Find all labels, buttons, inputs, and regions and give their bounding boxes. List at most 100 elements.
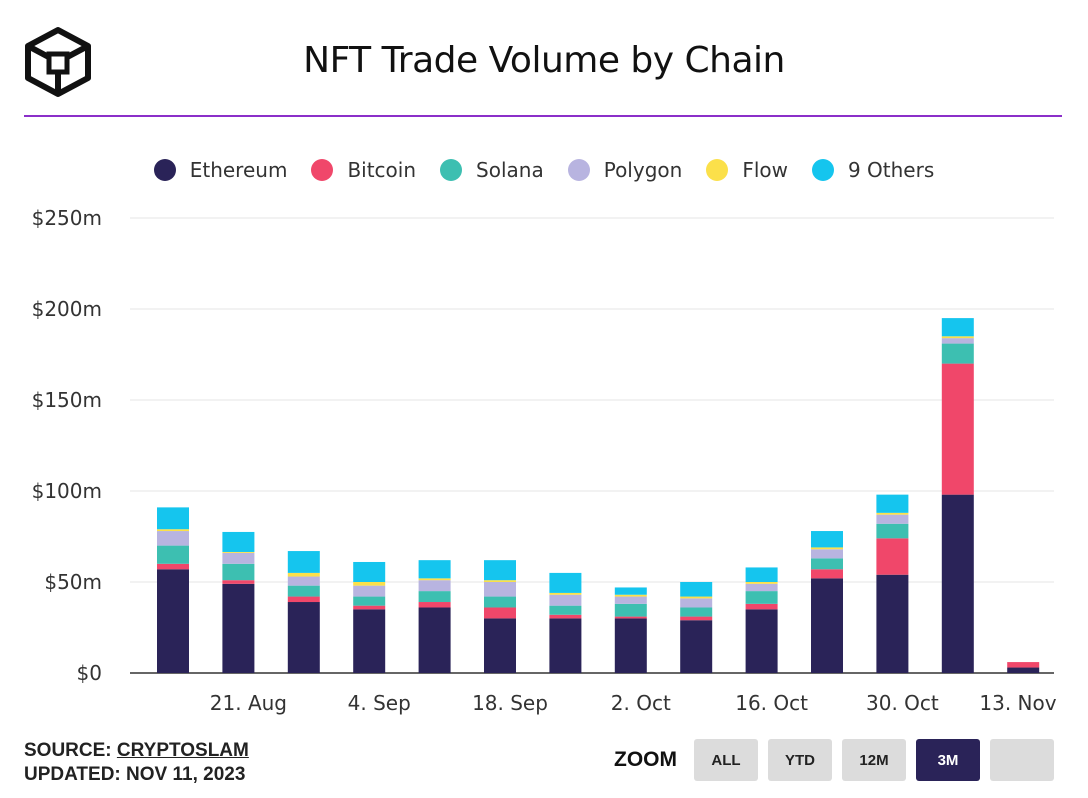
bar-segment-polygon <box>680 598 713 608</box>
bar-segment-ethereum <box>941 494 974 673</box>
zoom-12m-button[interactable]: 12M <box>842 739 906 781</box>
bar-segment-flow <box>418 578 451 581</box>
bar-segment-flow <box>484 580 516 582</box>
zoom-extra-button[interactable] <box>990 739 1054 781</box>
bar-segment-flow <box>811 547 843 550</box>
bar-segment-9-others <box>614 587 647 595</box>
legend-item-polygon[interactable]: Polygon <box>567 158 683 182</box>
bar-segment-flow <box>876 512 909 515</box>
bar-segment-polygon <box>287 576 320 586</box>
bar-segment-bitcoin <box>157 563 189 570</box>
zoom-3m-button[interactable]: 3M <box>916 739 980 781</box>
bar-segment-polygon <box>876 514 909 524</box>
bar-segment-polygon <box>157 531 189 546</box>
bar-segment-bitcoin <box>353 605 386 610</box>
bar-segment-9-others <box>941 318 974 337</box>
page-title: NFT Trade Volume by Chain <box>303 40 785 81</box>
bar-segment-ethereum <box>222 583 255 673</box>
bar-segment-polygon <box>745 583 778 592</box>
bar-segment-bitcoin <box>418 602 451 608</box>
bar-segment-bitcoin <box>549 614 582 619</box>
bar-segment-polygon <box>353 585 386 597</box>
bar-segment-flow <box>549 592 582 595</box>
legend-label: Flow <box>742 158 788 182</box>
bar-segment-9-others <box>484 560 516 581</box>
bar-segment-flow <box>353 582 386 586</box>
legend-swatch <box>706 159 729 181</box>
bar-segment-polygon <box>418 580 451 592</box>
bar-segment-solana <box>549 605 582 615</box>
bar-segment-9-others <box>876 494 909 513</box>
bar-segment-polygon <box>811 549 843 559</box>
bar-segment-bitcoin <box>680 616 713 621</box>
legend-swatch <box>567 159 590 181</box>
zoom-all-button[interactable]: ALL <box>694 739 758 781</box>
bar-segment-ethereum <box>614 618 647 673</box>
bar-segment-polygon <box>484 582 516 597</box>
x-tick-label: 30. Oct <box>866 691 939 715</box>
bar-segment-ethereum <box>876 574 909 673</box>
bar-segment-bitcoin <box>811 569 843 579</box>
bar-segment-ethereum <box>745 609 778 673</box>
cryptoslam-logo-icon <box>25 27 91 97</box>
bar-segment-solana <box>287 585 320 597</box>
bar-segment-ethereum <box>1007 667 1040 673</box>
legend-swatch <box>311 159 334 181</box>
updated-date: UPDATED: NOV 11, 2023 <box>24 764 246 785</box>
bar-segment-bitcoin <box>941 363 974 495</box>
bar-segment-flow <box>745 582 778 584</box>
title-divider <box>24 115 1062 117</box>
bar-segment-solana <box>353 596 386 606</box>
x-tick-label: 18. Sep <box>472 691 548 715</box>
bar-segment-polygon <box>549 594 582 606</box>
legend-item-bitcoin[interactable]: Bitcoin <box>311 158 416 182</box>
y-tick-label: $150m <box>32 388 102 412</box>
bar-segment-9-others <box>680 582 713 597</box>
legend-item-ethereum[interactable]: Ethereum <box>153 158 288 182</box>
legend-label: Polygon <box>603 158 683 182</box>
bar-segment-9-others <box>549 572 582 593</box>
bar-segment-9-others <box>222 531 255 552</box>
legend-swatch <box>811 159 834 181</box>
legend-item-9-others[interactable]: 9 Others <box>811 158 935 182</box>
bar-segment-ethereum <box>287 602 320 673</box>
bar-segment-solana <box>418 591 451 603</box>
bar-segment-solana <box>680 607 713 617</box>
legend-label: Ethereum <box>189 158 288 182</box>
bar-segment-9-others <box>745 567 778 582</box>
bar-segment-bitcoin <box>1007 662 1040 668</box>
bar-segment-ethereum <box>418 607 451 673</box>
bar-segment-ethereum <box>680 620 713 673</box>
bar-segment-bitcoin <box>614 616 647 619</box>
legend-label: 9 Others <box>847 158 935 182</box>
bar-segment-ethereum <box>811 578 843 673</box>
bar-segment-ethereum <box>484 618 516 673</box>
bar-segment-flow <box>614 594 647 597</box>
bar-segment-9-others <box>353 561 386 582</box>
x-tick-label: 13. Nov <box>979 691 1056 715</box>
y-tick-label: $100m <box>32 479 102 503</box>
bar-segment-flow <box>680 596 713 599</box>
source-link[interactable]: CRYPTOSLAM <box>116 740 249 761</box>
bar-segment-9-others <box>157 507 189 530</box>
x-tick-label: 21. Aug <box>210 691 287 715</box>
bar-segment-solana <box>484 596 516 608</box>
bar-segment-solana <box>876 523 909 539</box>
bar-segment-bitcoin <box>745 603 778 610</box>
zoom-label: ZOOM <box>614 748 677 771</box>
bar-segment-bitcoin <box>222 580 255 584</box>
bar-segment-bitcoin <box>876 538 909 575</box>
bar-segment-ethereum <box>353 609 386 673</box>
x-tick-label: 16. Oct <box>735 691 808 715</box>
bar-segment-9-others <box>287 551 320 573</box>
zoom-ytd-button[interactable]: YTD <box>768 739 832 781</box>
bar-segment-flow <box>222 551 255 553</box>
bar-segment-ethereum <box>549 618 582 673</box>
bar-segment-bitcoin <box>484 607 516 619</box>
legend-item-flow[interactable]: Flow <box>706 158 788 182</box>
y-tick-label: $200m <box>32 297 102 321</box>
source-label: SOURCE: <box>24 740 112 761</box>
legend-item-solana[interactable]: Solana <box>440 158 544 182</box>
y-tick-label: $250m <box>32 206 102 230</box>
